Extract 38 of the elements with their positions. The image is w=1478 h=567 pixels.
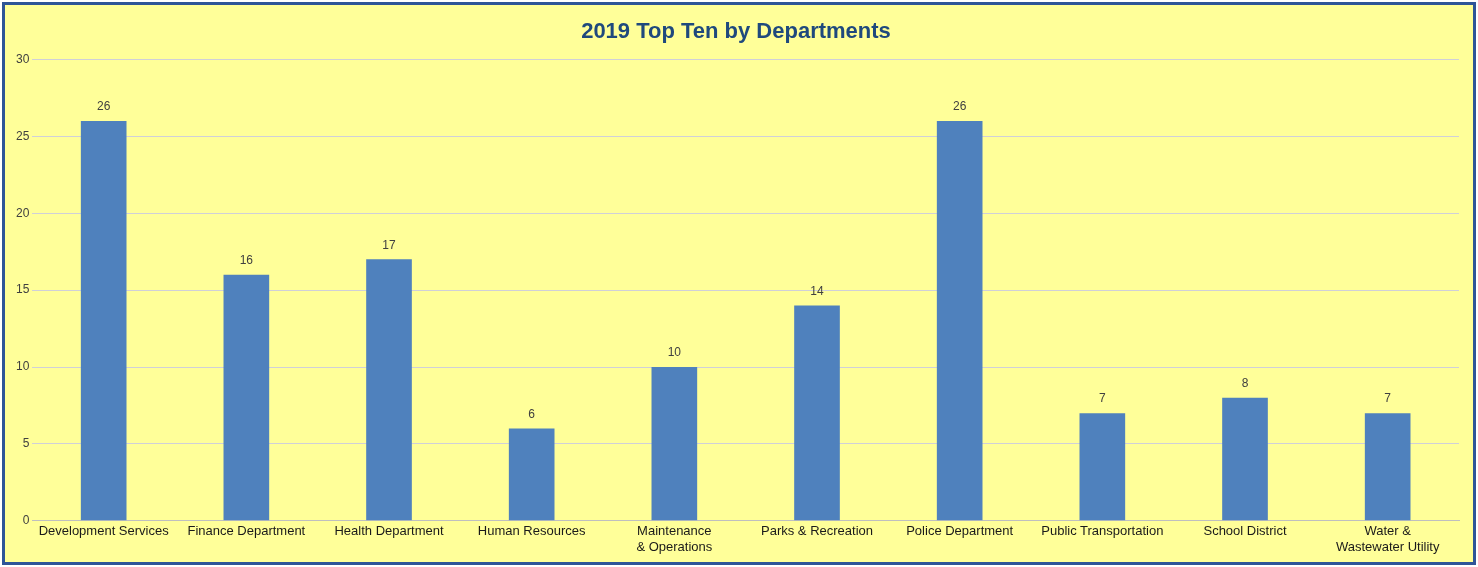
x-tick-label: Police Department xyxy=(906,523,1014,539)
y-tick-label: 0 xyxy=(22,513,30,528)
x-tick-label: Public Transportation xyxy=(1041,523,1164,539)
data-label: 26 xyxy=(952,99,967,114)
bar xyxy=(936,120,983,521)
bar xyxy=(508,428,555,521)
y-tick-label: 10 xyxy=(15,359,30,374)
x-tick-label: Human Resources xyxy=(477,523,586,539)
data-label: 7 xyxy=(1384,391,1392,406)
chart-title: 2019 Top Ten by Departments xyxy=(581,18,891,44)
bar xyxy=(80,120,127,521)
y-tick-label: 20 xyxy=(15,205,30,220)
data-label: 17 xyxy=(382,237,396,252)
bar xyxy=(651,367,698,521)
bar xyxy=(1222,397,1268,521)
data-label: 6 xyxy=(528,406,536,421)
x-tick-label: Water & Wastewater Utility xyxy=(1335,523,1440,554)
bar xyxy=(366,259,412,521)
data-label: 10 xyxy=(667,345,682,360)
bar xyxy=(1079,413,1126,521)
y-tick-label: 25 xyxy=(15,128,30,143)
bar xyxy=(794,305,840,521)
data-label: 26 xyxy=(97,99,111,114)
y-tick-label: 30 xyxy=(15,51,30,66)
x-tick-label: School District xyxy=(1203,523,1287,539)
y-tick-label: 5 xyxy=(22,436,30,451)
data-label: 16 xyxy=(239,253,254,268)
x-tick-label: Health Department xyxy=(334,523,444,539)
data-label: 7 xyxy=(1098,391,1106,406)
bar xyxy=(223,274,270,521)
x-tick-label: Maintenance & Operations xyxy=(636,523,713,554)
y-tick-label: 15 xyxy=(15,282,30,297)
data-label: 8 xyxy=(1241,376,1249,391)
data-label: 14 xyxy=(810,283,824,298)
bar xyxy=(1364,413,1411,521)
x-tick-label: Development Services xyxy=(38,523,170,539)
x-tick-label: Finance Department xyxy=(187,523,306,539)
x-tick-label: Parks & Recreation xyxy=(761,523,874,539)
